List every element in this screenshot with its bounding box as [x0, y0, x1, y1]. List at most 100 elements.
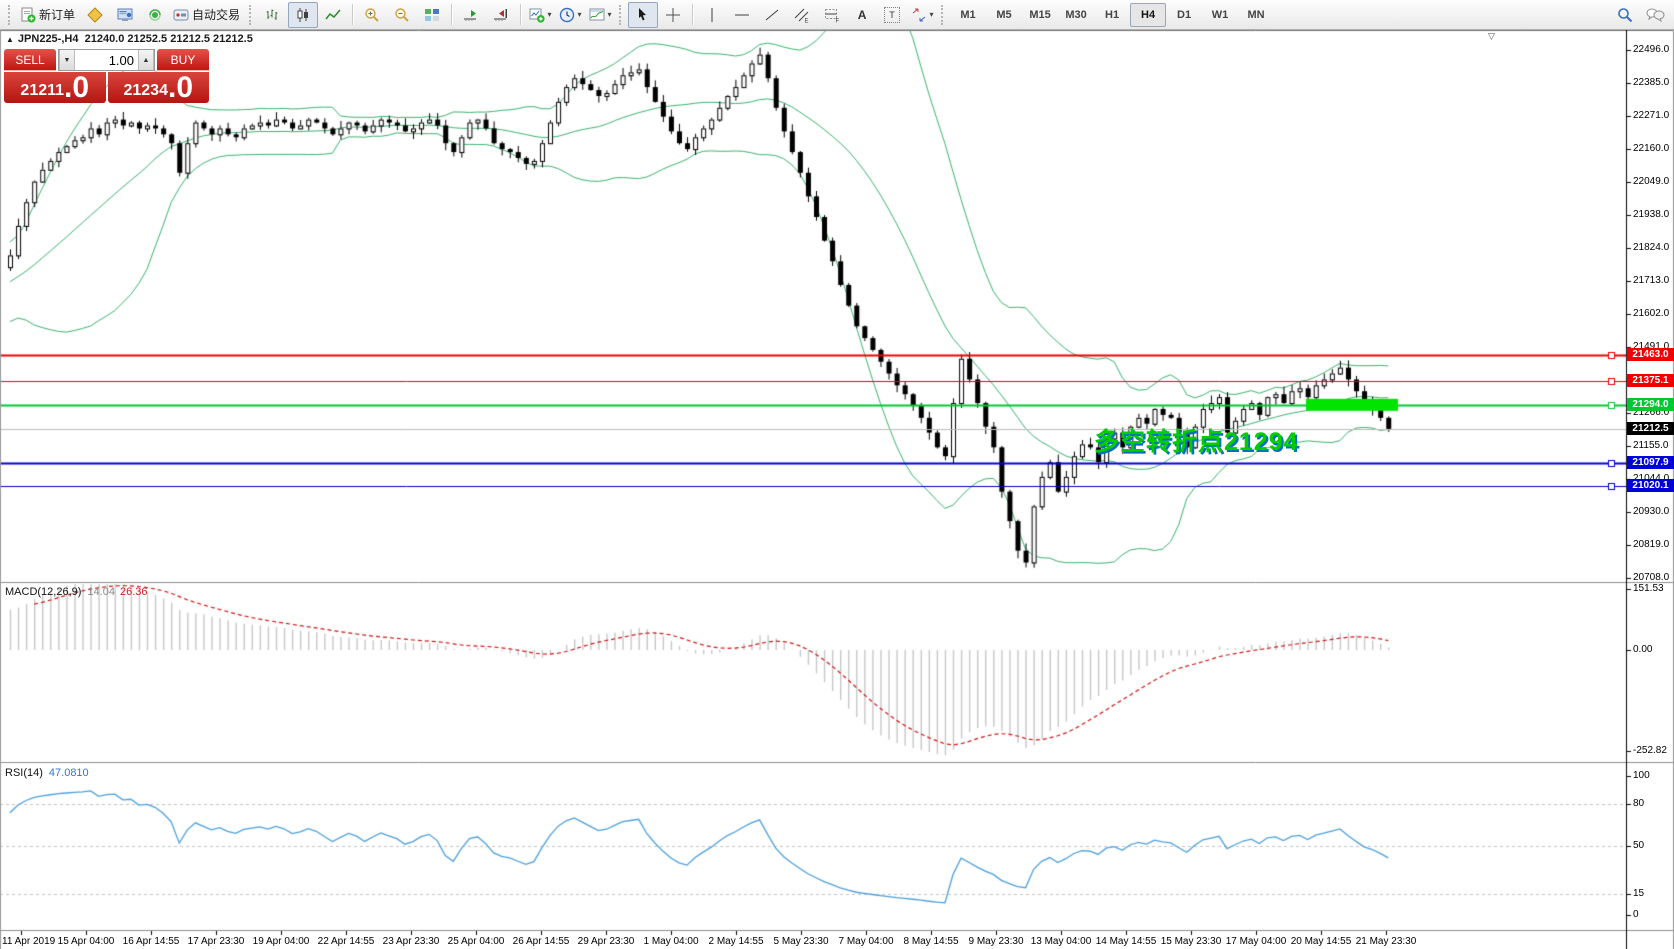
arrows-icon	[911, 7, 927, 23]
timeframe-h1-button[interactable]: H1	[1105, 8, 1120, 21]
new-order-icon	[20, 7, 36, 23]
price-chart-canvas[interactable]	[0, 30, 1674, 949]
toolbar-separator	[352, 4, 354, 25]
svg-text:E: E	[805, 18, 809, 23]
vertical-line-tool-button[interactable]	[697, 2, 727, 28]
timeframe-h4-button[interactable]: H4	[1130, 2, 1167, 27]
axis-tick-label: 100	[1633, 770, 1650, 781]
toolbar-separator	[692, 4, 694, 25]
tile-windows-button[interactable]	[417, 2, 447, 28]
macd-indicator-label: MACD(12,26,9) 14.04 26.36	[5, 586, 148, 598]
templates-button[interactable]: ▾	[585, 2, 615, 28]
axis-tick-label: 22385.0	[1633, 77, 1670, 88]
axis-tick-label: 21491.0	[1633, 341, 1670, 352]
time-tick-label: 7 May 04:00	[838, 936, 894, 947]
time-tick-label: 15 Apr 04:00	[57, 936, 115, 947]
timeframe-d1-button[interactable]: D1	[1177, 8, 1192, 21]
navigator-button[interactable]	[140, 2, 170, 28]
candlestick-chart-button[interactable]	[288, 1, 319, 28]
toolbar-separator	[520, 4, 522, 25]
equidistant-channel-icon: E	[794, 7, 810, 23]
new-order-button[interactable]: 新订单	[17, 2, 80, 28]
timeframe-m1-button[interactable]: M1	[960, 8, 976, 21]
periods-button[interactable]: ▾	[555, 2, 585, 28]
horizontal-line-tool-button[interactable]	[727, 2, 757, 28]
axis-tick-label: 21602.0	[1633, 308, 1670, 319]
timeframe-m15-button[interactable]: M15	[1029, 8, 1051, 21]
bar-chart-button[interactable]	[258, 2, 288, 28]
timeframe-group: M1 M5 M15 M30 H1 H4 D1 W1 MN	[950, 2, 1274, 27]
timeframe-mn-button[interactable]: MN	[1247, 8, 1265, 21]
toolbar-drag-handle[interactable]	[8, 4, 13, 25]
chart-title: ▲ JPN225-,H4 21240.0 21252.5 21212.5 2121…	[6, 33, 253, 45]
sell-price-main: 21211	[20, 82, 65, 99]
vertical-line-icon	[704, 7, 720, 23]
time-tick-label: 15 May 23:30	[1160, 936, 1222, 947]
market-watch-button[interactable]	[80, 2, 110, 28]
crosshair-icon	[665, 7, 681, 23]
fibonacci-tool-button[interactable]: F	[817, 2, 847, 28]
axis-tick-label: 20819.0	[1633, 539, 1670, 550]
arrows-tool-button[interactable]: ▾	[907, 2, 937, 28]
axis-tick-label: 80	[1633, 798, 1645, 809]
auto-scroll-icon	[463, 7, 479, 23]
axis-tick-label: 21155.0	[1633, 440, 1669, 451]
time-tick-label: 19 Apr 04:00	[252, 936, 310, 947]
search-button[interactable]	[1610, 2, 1640, 28]
indicators-icon	[529, 7, 545, 23]
axis-tick-label: 22160.0	[1633, 143, 1670, 154]
time-tick-label: 29 Apr 23:30	[577, 936, 635, 947]
signal-icon	[147, 7, 163, 23]
text-tool-button[interactable]: A	[847, 2, 877, 28]
chart-shift-button[interactable]	[486, 2, 516, 28]
buy-price-main: 21234	[123, 82, 168, 99]
timeframe-m5-button[interactable]: M5	[996, 8, 1012, 21]
channel-tool-button[interactable]: E	[787, 2, 817, 28]
text-label-tool-button[interactable]: T	[877, 2, 907, 28]
sell-button[interactable]: SELL	[4, 49, 56, 71]
volume-input[interactable]	[75, 50, 138, 70]
timeframe-m30-button[interactable]: M30	[1065, 8, 1087, 21]
zoom-out-button[interactable]	[387, 2, 417, 28]
timeframe-w1-button[interactable]: W1	[1211, 8, 1229, 21]
cursor-tool-button[interactable]	[628, 1, 659, 28]
axis-tick-label: 20708.0	[1633, 572, 1670, 583]
indicators-button[interactable]: ▾	[525, 2, 555, 28]
price-level-badge: 21020.1	[1627, 479, 1674, 492]
sell-price-panel[interactable]: 21211 .0	[4, 72, 106, 103]
chart-window: ▲ JPN225-,H4 21240.0 21252.5 21212.5 2121…	[0, 30, 1674, 949]
price-level-badge: 21375.1	[1627, 374, 1674, 387]
trendline-tool-button[interactable]	[757, 2, 787, 28]
toolbar-drag-handle[interactable]	[619, 4, 624, 25]
line-chart-button[interactable]	[318, 2, 348, 28]
toolbar-drag-handle[interactable]	[249, 4, 254, 25]
toolbar-separator	[451, 4, 453, 25]
chart-end-marker-icon[interactable]: ▽	[1488, 31, 1495, 41]
zoom-out-icon	[394, 7, 410, 23]
clock-icon	[559, 7, 575, 23]
chat-button[interactable]	[1640, 2, 1670, 28]
axis-tick-label: 21938.0	[1633, 209, 1670, 220]
autotrading-label: 自动交易	[192, 8, 241, 22]
search-icon	[1617, 7, 1633, 23]
chart-annotation[interactable]: 多空转折点21294	[1094, 428, 1299, 456]
toolbar-drag-handle[interactable]	[941, 4, 946, 25]
time-tick-label: 9 May 23:30	[968, 936, 1024, 947]
time-tick-label: 17 May 04:00	[1225, 936, 1287, 947]
volume-increase-button[interactable]: ▲	[138, 50, 154, 70]
time-tick-label: 17 Apr 23:30	[187, 936, 245, 947]
buy-price-panel[interactable]: 21234 .0	[107, 72, 209, 103]
symbol-period-label: JPN225-,H4	[17, 33, 79, 45]
data-window-icon	[117, 7, 133, 23]
zoom-in-button[interactable]	[357, 2, 387, 28]
auto-scroll-button[interactable]	[456, 2, 486, 28]
axis-tick-label: 21824.0	[1633, 242, 1670, 253]
axis-tick-label: 21044.0	[1633, 473, 1669, 484]
text-label-icon: T	[884, 6, 901, 23]
volume-decrease-button[interactable]: ▼	[59, 50, 75, 70]
autotrading-button[interactable]: 自动交易	[170, 2, 245, 28]
buy-button[interactable]: BUY	[157, 49, 209, 71]
data-window-button[interactable]	[110, 2, 140, 28]
crosshair-tool-button[interactable]	[658, 2, 688, 28]
